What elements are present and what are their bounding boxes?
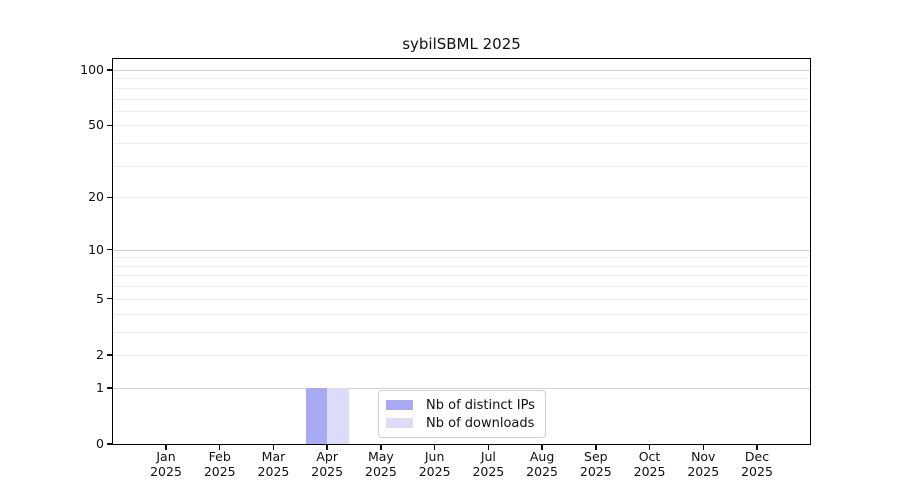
x-tick-label: Sep 2025	[579, 449, 612, 479]
x-tick-mark	[541, 444, 543, 450]
minor-gridline	[113, 125, 810, 127]
x-tick-label: Jul 2025	[472, 449, 505, 479]
y-tick-mark	[107, 248, 113, 251]
y-tick-label: 20	[88, 189, 104, 205]
legend-item-downloads: Nb of downloads	[386, 414, 545, 432]
bar-distinct-ips	[305, 387, 328, 444]
x-tick-label: Nov 2025	[687, 449, 720, 479]
y-tick-mark	[107, 298, 113, 300]
legend: Nb of distinct IPs Nb of downloads	[378, 390, 546, 438]
y-tick-mark	[107, 354, 113, 356]
x-tick-mark	[165, 444, 167, 450]
legend-swatch-downloads	[386, 418, 413, 428]
x-tick-mark	[433, 444, 436, 450]
minor-gridline	[113, 87, 810, 89]
minor-gridline	[113, 313, 810, 315]
x-tick-label: Jun 2025	[418, 449, 451, 479]
y-tick-label: 2	[96, 346, 104, 362]
y-tick-mark	[107, 387, 113, 389]
y-tick-label: 1	[96, 379, 104, 395]
minor-gridline	[113, 98, 810, 100]
major-gridline	[113, 70, 810, 71]
y-tick-mark	[107, 196, 113, 198]
minor-gridline	[113, 354, 810, 356]
legend-item-distinct-ips: Nb of distinct IPs	[386, 396, 545, 414]
minor-gridline	[113, 165, 810, 167]
major-gridline	[113, 387, 810, 389]
y-tick-mark	[107, 69, 113, 71]
x-tick-mark	[380, 444, 382, 450]
y-tick-label: 0	[96, 436, 104, 451]
x-tick-label: Oct 2025	[633, 449, 666, 479]
minor-gridline	[113, 143, 810, 145]
legend-label-downloads: Nb of downloads	[426, 415, 535, 431]
x-tick-label: Mar 2025	[257, 449, 290, 479]
y-tick-label: 50	[88, 117, 104, 133]
x-tick-label: Dec 2025	[741, 449, 773, 479]
minor-gridline	[113, 265, 810, 267]
minor-gridline	[113, 257, 810, 259]
x-tick-label: Apr 2025	[311, 449, 344, 479]
y-tick-label: 10	[88, 241, 104, 257]
minor-gridline	[113, 197, 810, 199]
x-tick-mark	[595, 444, 597, 450]
x-tick-label: Jan 2025	[150, 449, 182, 479]
chart-title: sybilSBML 2025	[402, 35, 521, 53]
x-tick-mark	[326, 444, 328, 450]
minor-gridline	[113, 110, 810, 112]
minor-gridline	[113, 78, 810, 80]
x-tick-mark	[219, 444, 221, 450]
x-tick-mark	[702, 444, 704, 450]
x-tick-mark	[487, 444, 490, 450]
minor-gridline	[113, 298, 810, 300]
legend-label-distinct-ips: Nb of distinct IPs	[426, 397, 535, 413]
x-tick-mark	[648, 444, 651, 450]
x-tick-mark	[756, 444, 758, 450]
plot-area: Nb of distinct IPs Nb of downloads	[113, 59, 810, 444]
major-gridline	[113, 249, 810, 251]
minor-gridline	[113, 275, 810, 277]
x-tick-label: Feb 2025	[203, 449, 236, 479]
bar-downloads	[327, 387, 349, 444]
minor-gridline	[113, 286, 810, 288]
y-tick-mark	[107, 124, 113, 127]
minor-gridline	[113, 331, 810, 333]
x-tick-label: May 2025	[365, 449, 397, 479]
x-tick-label: Aug 2025	[526, 449, 558, 479]
x-tick-mark	[272, 444, 275, 450]
legend-swatch-distinct-ips	[386, 400, 413, 410]
y-tick-label: 5	[96, 290, 104, 306]
y-tick-mark	[107, 443, 113, 445]
y-tick-label: 100	[80, 62, 104, 77]
